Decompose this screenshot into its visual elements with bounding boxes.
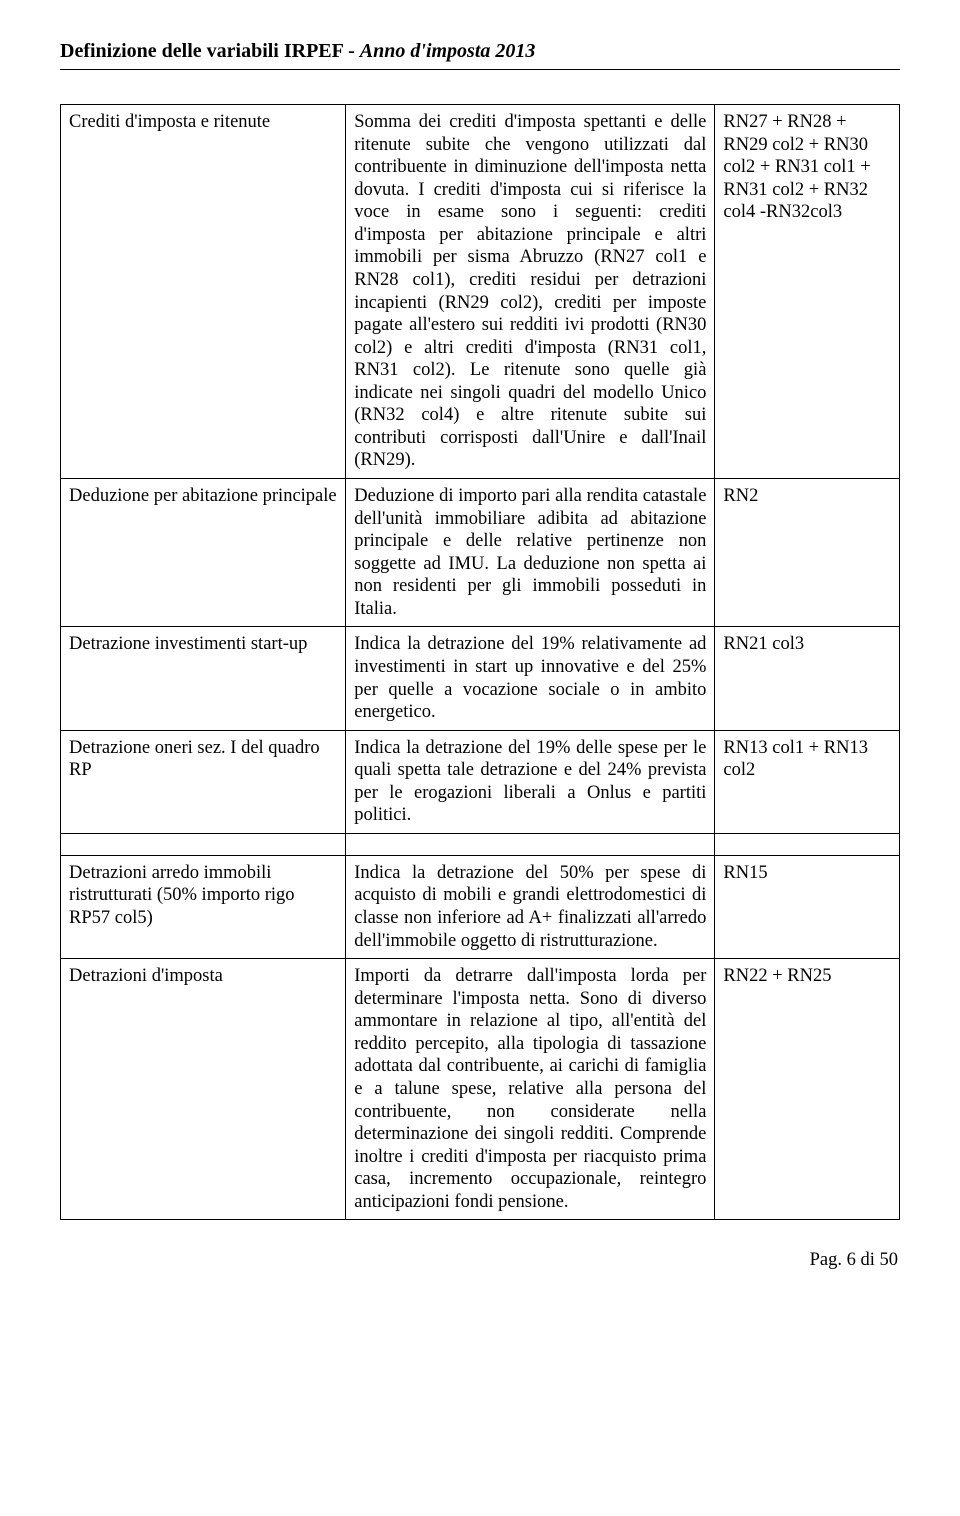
desc-cell: Somma dei crediti d'imposta spettanti e … (346, 105, 715, 479)
code-cell: RN15 (715, 855, 900, 958)
table-row: Deduzione per abitazione principale Dedu… (61, 479, 900, 627)
page: Definizione delle variabili IRPEF - Anno… (0, 0, 960, 1301)
table-row: Detrazione investimenti start-up Indica … (61, 627, 900, 730)
code-cell: RN21 col3 (715, 627, 900, 730)
table-row: Detrazioni arredo immobili ristrutturati… (61, 855, 900, 958)
code-cell: RN27 + RN28 + RN29 col2 + RN30 col2 + RN… (715, 105, 900, 479)
header-title-italic: Anno d'imposta 2013 (360, 40, 536, 62)
term-cell: Detrazione investimenti start-up (61, 627, 346, 730)
header-title-bold: Definizione delle variabili IRPEF - (60, 40, 360, 62)
page-header: Definizione delle variabili IRPEF - Anno… (60, 40, 900, 63)
code-cell: RN22 + RN25 (715, 959, 900, 1220)
code-cell: RN2 (715, 479, 900, 627)
desc-cell: Importi da detrarre dall'imposta lorda p… (346, 959, 715, 1220)
page-footer: Pag. 6 di 50 (60, 1250, 900, 1271)
term-cell: Crediti d'imposta e ritenute (61, 105, 346, 479)
term-cell: Detrazione oneri sez. I del quadro RP (61, 730, 346, 833)
term-cell: Detrazioni arredo immobili ristrutturati… (61, 855, 346, 958)
desc-cell: Deduzione di importo pari alla rendita c… (346, 479, 715, 627)
table-row: Detrazione oneri sez. I del quadro RP In… (61, 730, 900, 833)
term-cell: Deduzione per abitazione principale (61, 479, 346, 627)
table-gap (61, 833, 900, 855)
desc-cell: Indica la detrazione del 19% relativamen… (346, 627, 715, 730)
table-row: Detrazioni d'imposta Importi da detrarre… (61, 959, 900, 1220)
desc-cell: Indica la detrazione del 50% per spese d… (346, 855, 715, 958)
code-cell: RN13 col1 + RN13 col2 (715, 730, 900, 833)
definitions-table: Crediti d'imposta e ritenute Somma dei c… (60, 104, 900, 1220)
term-cell: Detrazioni d'imposta (61, 959, 346, 1220)
header-rule (60, 69, 900, 70)
table-row: Crediti d'imposta e ritenute Somma dei c… (61, 105, 900, 479)
desc-cell: Indica la detrazione del 19% delle spese… (346, 730, 715, 833)
